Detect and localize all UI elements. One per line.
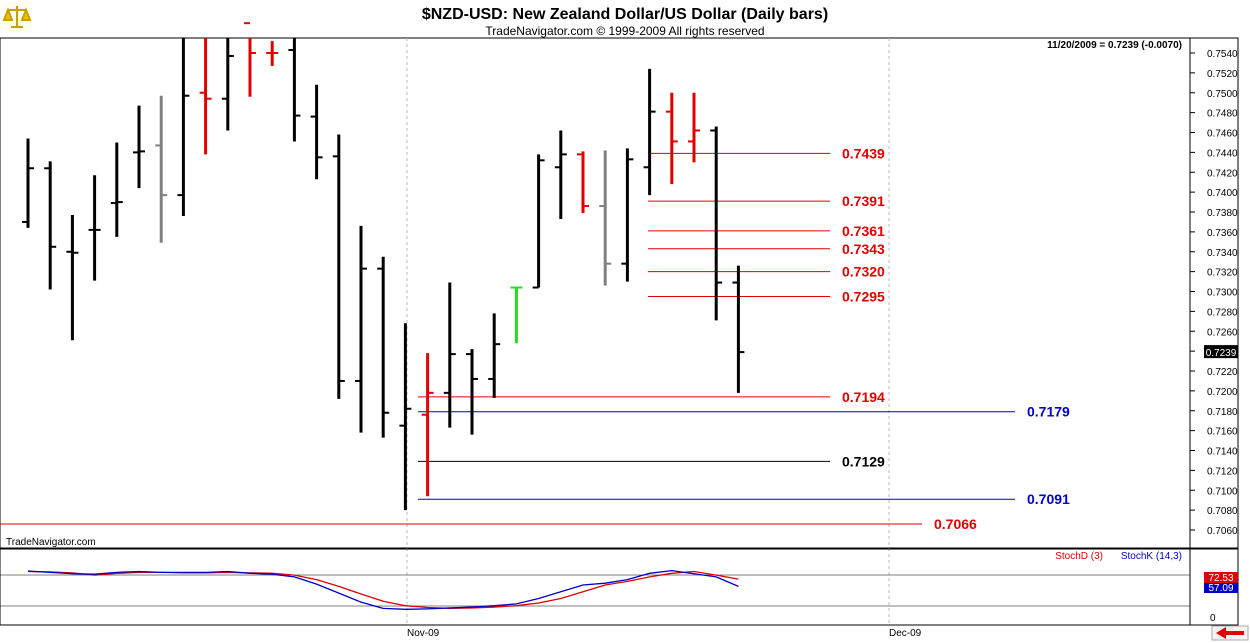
price-tick-label: 0.7460 xyxy=(1207,129,1238,140)
ohlc-bar xyxy=(66,214,79,341)
ohlc-bar xyxy=(732,265,745,393)
ohlc-bar xyxy=(554,130,567,219)
level-label: 0.7129 xyxy=(842,453,885,469)
price-tick-label: 0.7140 xyxy=(1207,447,1238,458)
ohlc-bar xyxy=(488,313,501,398)
ohlc-bar xyxy=(332,134,345,399)
ohlc-bar xyxy=(88,175,101,281)
level-label: 0.7194 xyxy=(842,389,885,405)
price-tick-label: 0.7420 xyxy=(1207,168,1238,179)
level-label: 0.7391 xyxy=(842,193,885,209)
ohlc-bar xyxy=(688,92,700,163)
ohlc-bar xyxy=(665,92,678,185)
ohlc-bar xyxy=(133,105,145,189)
price-tick-label: 0.7120 xyxy=(1207,466,1238,477)
ohlc-bar xyxy=(377,256,390,438)
ohlc-bar xyxy=(22,138,34,228)
price-tick-label: 0.7360 xyxy=(1207,228,1238,239)
stoch-k-value: 57.09 xyxy=(1208,583,1233,594)
ohlc-bar xyxy=(710,126,723,321)
price-tick-label: 0.7300 xyxy=(1207,288,1238,299)
watermark-text: TradeNavigator.com xyxy=(6,537,96,548)
ohlc-bar xyxy=(421,353,434,497)
ohlc-bar xyxy=(310,84,323,180)
price-tick-label: 0.7340 xyxy=(1207,248,1238,259)
price-tick-label: 0.7540 xyxy=(1207,49,1238,60)
stoch-k-legend: StochK (14,3) xyxy=(1121,551,1182,562)
ohlc-bar xyxy=(643,68,656,196)
stoch-d-legend: StochD (3) xyxy=(1055,551,1103,562)
level-label: 0.7439 xyxy=(842,145,885,161)
ohlc-bar xyxy=(532,154,545,289)
ohlc-bar xyxy=(155,95,168,243)
stoch-k-value-box xyxy=(1204,583,1238,593)
price-axis: 0.7540 0.7520 0.7500 0.7480 0.7460 0.7440 0.74… xyxy=(1190,49,1238,537)
stoch-d-line xyxy=(27,570,739,610)
ohlc-bar xyxy=(355,225,367,433)
price-tick-label: 0.7480 xyxy=(1207,109,1238,120)
chart-subtitle: TradeNavigator.com © 1999-2009 All right… xyxy=(485,24,764,38)
price-tick-label: 0.7060 xyxy=(1207,526,1238,537)
last-quote-text: 11/20/2009 = 0.7239 (-0.0070) xyxy=(1047,40,1182,51)
price-tick-label: 0.7100 xyxy=(1207,486,1238,497)
stoch-zero-label: 0 xyxy=(1210,613,1216,624)
x-tick-nov: Nov-09 xyxy=(407,628,440,639)
level-label: 0.7343 xyxy=(842,241,885,257)
ohlc-bar xyxy=(177,38,190,216)
last-price-marker xyxy=(1204,345,1238,359)
level-label: 0.7320 xyxy=(842,264,885,280)
stoch-k-line xyxy=(27,569,739,610)
price-tick-label: 0.7260 xyxy=(1207,327,1238,338)
last-price-label: 0.7239 xyxy=(1206,348,1237,359)
ohlc-bar xyxy=(110,142,123,237)
price-plot-area xyxy=(0,37,1239,549)
scales-logo-icon[interactable] xyxy=(2,2,32,32)
ohlc-bar xyxy=(510,286,523,344)
price-tick-label: 0.7200 xyxy=(1207,387,1238,398)
price-tick-label: 0.7180 xyxy=(1207,407,1238,418)
price-levels: 0.7439 0.7391 0.7361 0.7343 0.7320 0.7295 0.71… xyxy=(0,145,1070,532)
ohlc-bar xyxy=(288,38,301,142)
stochastic-panel xyxy=(0,548,1239,626)
price-tick-label: 0.7320 xyxy=(1207,268,1238,279)
scroll-left-arrow-icon[interactable] xyxy=(1211,625,1249,641)
price-tick-label: 0.7400 xyxy=(1207,188,1238,199)
ohlc-bar xyxy=(577,151,589,213)
ohlc-bar xyxy=(221,38,234,131)
price-tick-label: 0.7380 xyxy=(1207,208,1238,219)
level-label: 0.7066 xyxy=(934,516,977,532)
ohlc-bar xyxy=(621,148,634,282)
level-label: 0.7091 xyxy=(1027,491,1070,507)
price-tick-label: 0.7520 xyxy=(1207,69,1238,80)
stoch-d-value: 72.53 xyxy=(1208,573,1233,584)
ohlc-bar xyxy=(244,22,256,97)
chart-title: $NZD-USD: New Zealand Dollar/US Dollar (… xyxy=(422,6,828,23)
level-label: 0.7361 xyxy=(842,223,885,239)
ohlc-bar xyxy=(599,150,612,286)
ohlc-bar xyxy=(266,41,279,66)
x-tick-dec: Dec-09 xyxy=(889,628,922,639)
price-tick-label: 0.7160 xyxy=(1207,427,1238,438)
ohlc-bars xyxy=(22,22,745,511)
level-label: 0.7295 xyxy=(842,288,885,304)
ohlc-bar xyxy=(44,161,57,290)
stoch-d-value-box xyxy=(1204,572,1238,583)
ohlc-bar xyxy=(399,323,412,511)
ohlc-bar xyxy=(466,349,478,435)
vertical-gridlines xyxy=(406,38,890,625)
ohlc-bar xyxy=(199,38,212,155)
price-tick-label: 0.7080 xyxy=(1207,506,1238,517)
price-tick-label: 0.7220 xyxy=(1207,367,1238,378)
level-label: 0.7179 xyxy=(1027,404,1070,420)
stochastic-lines xyxy=(27,569,739,610)
price-tick-label: 0.7500 xyxy=(1207,89,1238,100)
price-tick-label: 0.7280 xyxy=(1207,307,1238,318)
price-tick-label: 0.7440 xyxy=(1207,148,1238,159)
ohlc-bar xyxy=(443,282,456,428)
